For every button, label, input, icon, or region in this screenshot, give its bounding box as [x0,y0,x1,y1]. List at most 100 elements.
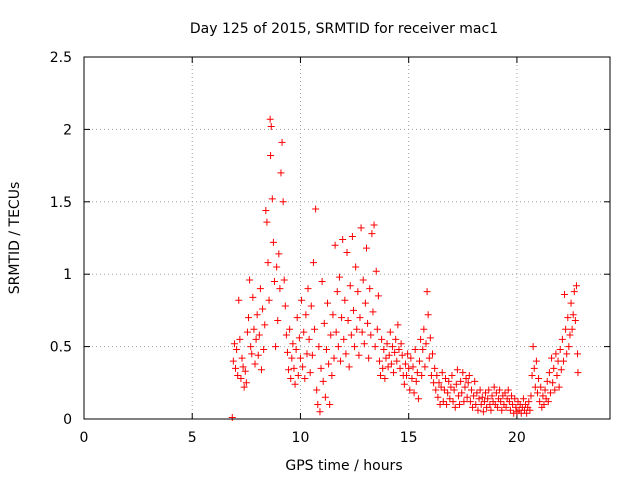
data-point [479,408,487,416]
data-point [233,345,241,353]
data-point [450,386,458,394]
data-point [565,343,573,351]
data-point [266,115,274,123]
data-point [255,331,263,339]
data-point [543,377,551,385]
data-point [232,364,240,372]
data-point [545,369,553,377]
y-tick-label: 1.5 [50,195,72,211]
data-point [527,392,535,400]
y-tick-label: 2.5 [50,50,72,66]
data-point [357,224,365,232]
data-point [383,340,391,348]
data-point [466,398,474,406]
data-point [332,328,340,336]
data-point [552,350,560,358]
data-point [304,285,312,293]
data-point [556,345,564,353]
data-point [241,367,249,375]
data-point [440,386,448,394]
data-point [449,398,457,406]
data-point [470,392,478,400]
data-point [435,379,443,387]
data-point [275,250,283,258]
data-point [391,348,399,356]
data-point [343,248,351,256]
data-point [316,408,324,416]
data-point [512,403,520,411]
data-point [262,206,270,214]
data-point [420,325,428,333]
data-point [475,395,483,403]
data-point [454,392,462,400]
data-point [367,331,375,339]
data-point [382,354,390,362]
data-point [318,277,326,285]
data-point [249,293,257,301]
data-point [359,276,367,284]
data-point [288,354,296,362]
x-tick-label: 20 [508,430,526,446]
data-point [506,406,514,414]
data-point [364,319,372,327]
data-point [496,386,504,394]
data-point [463,393,471,401]
data-point [340,335,348,343]
data-point [505,398,513,406]
data-point [568,325,576,333]
data-point [540,401,548,409]
data-point [283,348,291,356]
data-point [281,302,289,310]
data-point [504,386,512,394]
data-point [429,350,437,358]
data-point [404,350,412,358]
data-point [327,331,335,339]
data-point [548,354,556,362]
data-point [277,169,285,177]
data-point [358,328,366,336]
data-point [385,351,393,359]
data-point [314,401,322,409]
data-point [268,195,276,203]
data-point [308,351,316,359]
data-point [457,377,465,385]
y-tick-label: 1 [63,267,72,283]
data-point [562,325,570,333]
data-point [393,357,401,365]
data-point [523,409,531,417]
data-point [380,345,388,353]
data-point [530,364,538,372]
data-point [394,321,402,329]
data-point [348,233,356,241]
data-point [441,374,449,382]
data-point [535,374,543,382]
data-point [338,314,346,322]
data-point [563,350,571,358]
data-point [369,308,377,316]
data-point [478,393,486,401]
data-point [467,386,475,394]
data-point [416,357,424,365]
data-point [286,325,294,333]
data-point [569,311,577,319]
data-point [250,325,258,333]
x-tick-label: 0 [80,430,89,446]
x-tick-label: 10 [292,430,310,446]
data-point [561,290,569,298]
data-point [328,372,336,380]
data-point [294,372,302,380]
data-point [335,273,343,281]
data-point [433,372,441,380]
data-point [307,302,315,310]
data-point [246,276,254,284]
data-point [298,296,306,304]
data-point [395,345,403,353]
data-point [315,343,323,351]
data-point [345,363,353,371]
data-point [390,369,398,377]
data-point [418,372,426,380]
data-point [325,360,333,368]
data-point [324,299,332,307]
data-point [537,383,545,391]
